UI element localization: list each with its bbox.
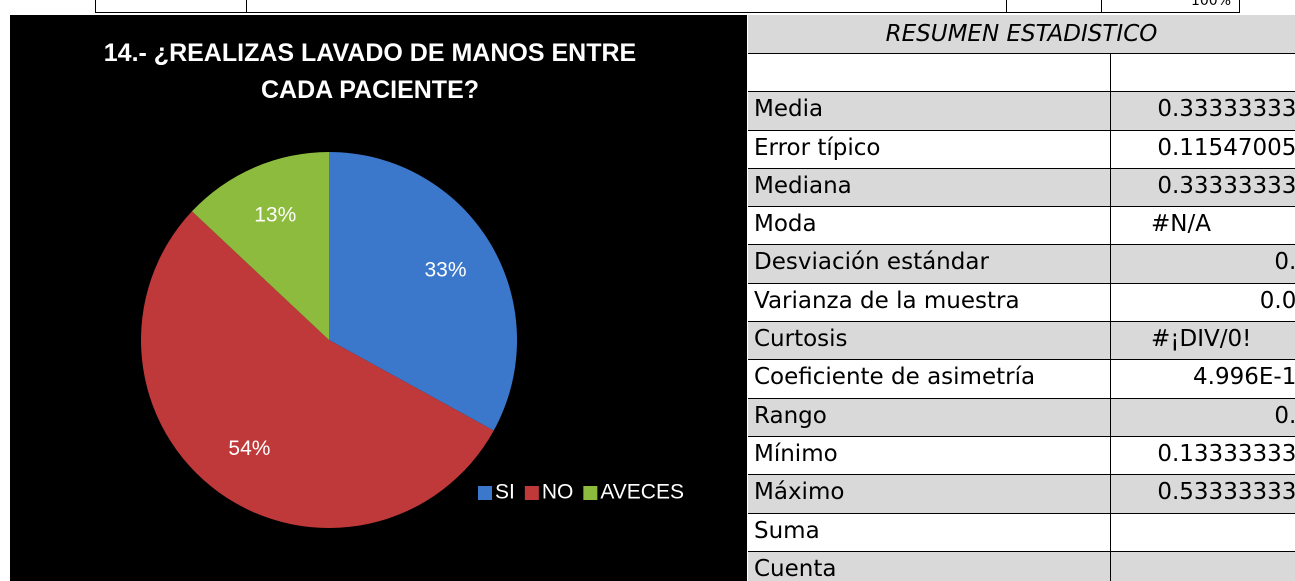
- row-value: 4.996E-16: [1193, 364, 1295, 391]
- table-row: Rango 0.4: [748, 398, 1295, 437]
- row-value: 0.333333333: [1157, 96, 1295, 123]
- table-row: Curtosis #¡DIV/0!: [748, 322, 1295, 361]
- legend-label: NO: [542, 481, 574, 504]
- row-label: Suma: [754, 517, 820, 544]
- legend-label: SI: [495, 481, 515, 504]
- row-label: Desviación estándar: [754, 249, 989, 276]
- cell-border: [1006, 0, 1007, 12]
- cell: 0.04: [1110, 283, 1295, 322]
- cell-border: [246, 0, 247, 12]
- row-value: 0.333333333: [1157, 172, 1295, 199]
- stats-table: RESUMEN ESTADISTICO Media 0.333333333 Erro…: [748, 15, 1295, 581]
- cell: 0.2: [1110, 245, 1295, 283]
- legend-swatch: [478, 486, 492, 500]
- cell: 0.333333333: [1110, 168, 1295, 207]
- row-value: 0.533333333: [1157, 479, 1295, 506]
- pie-slice: [191, 152, 329, 340]
- cell: 1: [1110, 513, 1295, 551]
- cell: 0.533333333: [1110, 475, 1295, 513]
- pie-slice: [329, 152, 518, 431]
- row-label: Varianza de la muestra: [754, 287, 1020, 314]
- blank-row: [748, 54, 1295, 93]
- table-row: Mediana 0.333333333: [748, 168, 1295, 208]
- row-label: Rango: [754, 402, 827, 429]
- cell-value: 100%: [1190, 0, 1231, 9]
- table-row: Media 0.333333333: [748, 92, 1295, 131]
- pie-slice: [140, 211, 494, 529]
- table-row: Coeficiente de asimetría 4.996E-16: [748, 360, 1295, 399]
- cell: 0.133333333: [1110, 436, 1295, 475]
- table-row: Mínimo 0.133333333: [748, 436, 1295, 476]
- row-label: Máximo: [754, 479, 845, 506]
- data-label: 54%: [228, 437, 270, 460]
- row-label: Coeficiente de asimetría: [754, 364, 1036, 391]
- table-row: Cuenta 3: [748, 551, 1295, 581]
- row-label: Mínimo: [754, 440, 838, 467]
- row-value: #N/A: [1151, 211, 1211, 238]
- cell: #N/A: [1110, 207, 1295, 245]
- row-value: 0.115470054: [1157, 134, 1295, 161]
- table-row: Error típico 0.115470054: [748, 130, 1295, 169]
- table-title: RESUMEN ESTADISTICO: [748, 15, 1295, 54]
- row-value: #¡DIV/0!: [1151, 326, 1252, 353]
- cell-border: [1101, 0, 1102, 12]
- table-row: Varianza de la muestra 0.04: [748, 283, 1295, 323]
- cell: 4.996E-16: [1110, 360, 1295, 398]
- row-label: Cuenta: [754, 555, 837, 581]
- row-label: Mediana: [754, 172, 852, 199]
- row-label: Curtosis: [754, 326, 848, 353]
- top-row: 100%: [95, 0, 1240, 13]
- chart-title: 14.- ¿REALIZAS LAVADO DE MANOS ENTRE CAD…: [103, 39, 637, 104]
- row-value: 0.133333333: [1157, 440, 1295, 467]
- legend-swatch: [583, 486, 598, 500]
- table-row: Desviación estándar 0.2: [748, 245, 1295, 284]
- row-value: 0.04: [1259, 287, 1295, 314]
- chart: 14.- ¿REALIZAS LAVADO DE MANOS ENTRE CAD…: [10, 15, 747, 581]
- row-label: Error típico: [754, 134, 881, 161]
- cell: 0.115470054: [1110, 130, 1295, 168]
- row-label: Moda: [754, 211, 817, 238]
- data-label: 33%: [424, 259, 466, 282]
- cell: 0.333333333: [1110, 92, 1295, 130]
- cell: [1110, 54, 1295, 92]
- legend-label: AVECES: [600, 481, 684, 504]
- pie-svg: 33% 54% 13% SI NO AVECES: [140, 152, 684, 529]
- row-value: 0.4: [1274, 402, 1295, 429]
- legend-swatch: [524, 486, 539, 500]
- table-row: Máximo 0.533333333: [748, 475, 1295, 514]
- cell: 0.4: [1110, 398, 1295, 436]
- cell: #¡DIV/0!: [1110, 322, 1295, 360]
- row-label: Media: [754, 96, 824, 123]
- data-label: 13%: [254, 203, 296, 226]
- table-row: Moda #N/A: [748, 207, 1295, 246]
- row-value: 0.2: [1274, 249, 1295, 276]
- table-row: Suma 1: [748, 513, 1295, 552]
- cell: 3: [1110, 551, 1295, 581]
